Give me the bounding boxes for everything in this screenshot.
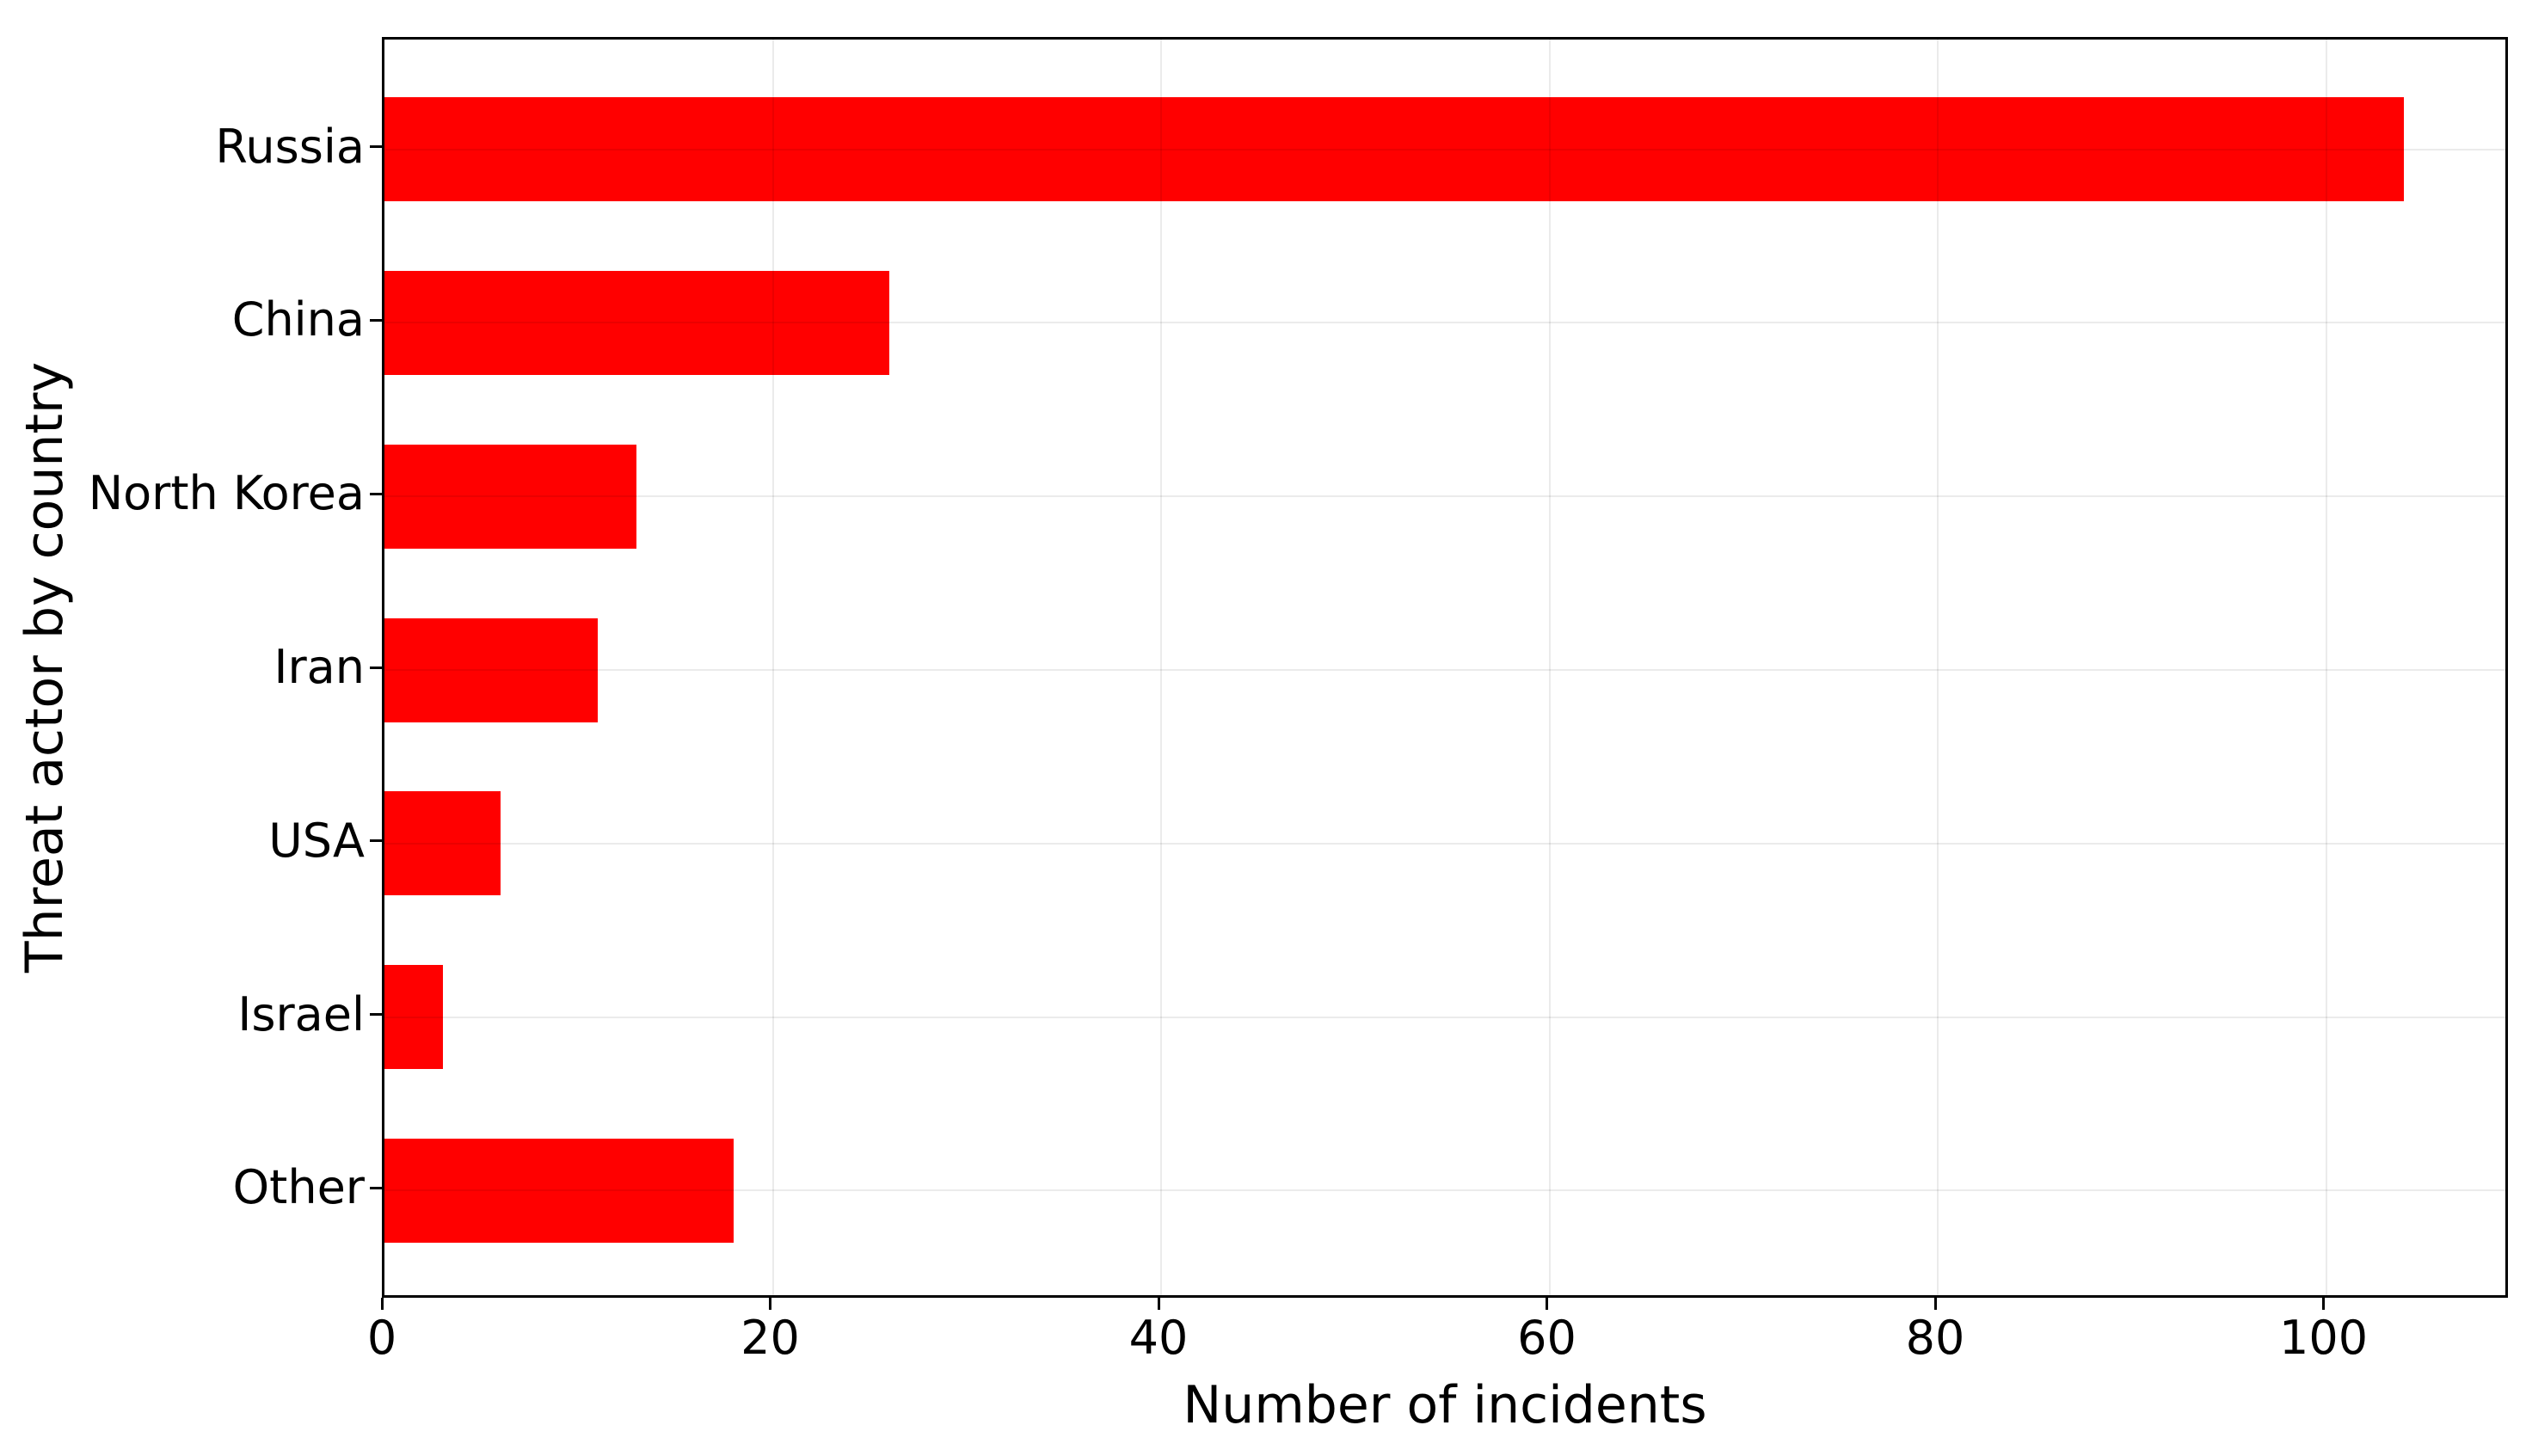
x-tick-mark-60 bbox=[1546, 1298, 1549, 1310]
bar-russia bbox=[384, 97, 2404, 202]
gridline-x-60 bbox=[1548, 40, 1551, 1295]
x-axis-label: Number of incidents bbox=[1183, 1375, 1707, 1435]
y-tick-label-north-korea: North Korea bbox=[88, 466, 365, 521]
y-tick-label-china: China bbox=[231, 292, 365, 347]
gridline-y-iran bbox=[384, 669, 2505, 671]
x-tick-label-60: 60 bbox=[1517, 1311, 1576, 1365]
y-tick-mark-usa bbox=[370, 839, 382, 843]
y-tick-label-iran: Iran bbox=[273, 640, 365, 694]
x-tick-mark-100 bbox=[2322, 1298, 2326, 1310]
x-tick-label-40: 40 bbox=[1128, 1311, 1189, 1365]
x-tick-mark-0 bbox=[380, 1298, 384, 1310]
gridline-y-russia bbox=[384, 148, 2505, 151]
x-tick-mark-80 bbox=[1933, 1298, 1937, 1310]
gridline-y-north-korea bbox=[384, 495, 2505, 498]
y-tick-label-israel: Israel bbox=[237, 986, 365, 1041]
x-tick-label-100: 100 bbox=[2278, 1311, 2369, 1365]
y-tick-label-russia: Russia bbox=[215, 119, 365, 174]
bar-china bbox=[384, 270, 889, 375]
gridline-x-20 bbox=[771, 40, 774, 1295]
x-tick-label-20: 20 bbox=[741, 1311, 800, 1365]
y-tick-mark-russia bbox=[370, 145, 382, 149]
y-tick-mark-other bbox=[370, 1186, 382, 1189]
y-tick-label-other: Other bbox=[232, 1160, 365, 1215]
y-tick-mark-iran bbox=[370, 666, 382, 669]
gridline-y-usa bbox=[384, 842, 2505, 845]
x-tick-label-80: 80 bbox=[1905, 1311, 1965, 1365]
bar-iran bbox=[384, 617, 599, 722]
y-tick-mark-china bbox=[370, 318, 382, 322]
gridline-y-china bbox=[384, 322, 2505, 324]
bar-north-korea bbox=[384, 444, 637, 549]
y-tick-mark-north-korea bbox=[370, 492, 382, 495]
x-tick-mark-40 bbox=[1157, 1298, 1160, 1310]
gridline-y-israel bbox=[384, 1016, 2505, 1018]
gridline-y-other bbox=[384, 1189, 2505, 1192]
bar-other bbox=[384, 1138, 734, 1243]
bar-usa bbox=[384, 791, 501, 896]
y-tick-mark-israel bbox=[370, 1013, 382, 1017]
gridline-x-80 bbox=[1937, 40, 1939, 1295]
x-tick-mark-20 bbox=[769, 1298, 771, 1310]
x-tick-label-0: 0 bbox=[366, 1311, 397, 1365]
y-tick-label-usa: USA bbox=[268, 813, 365, 868]
bar-israel bbox=[384, 965, 443, 1070]
plot-area bbox=[382, 37, 2508, 1298]
gridline-x-100 bbox=[2325, 40, 2327, 1295]
gridline-x-40 bbox=[1160, 40, 1162, 1295]
